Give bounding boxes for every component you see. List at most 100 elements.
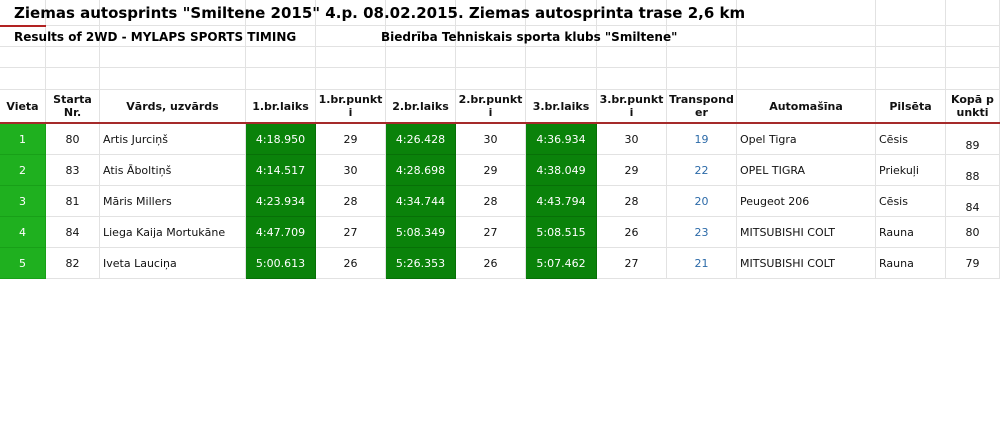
- table-cell: 4:23.934: [246, 186, 316, 217]
- table-cell: 21: [667, 248, 737, 279]
- empty-cell: [246, 47, 316, 68]
- table-cell: 4:34.744: [386, 186, 456, 217]
- empty-cell: [526, 0, 597, 26]
- empty-cell: [737, 68, 876, 90]
- empty-cell: [667, 68, 737, 90]
- table-cell: 4: [0, 217, 46, 248]
- empty-cell: [667, 47, 737, 68]
- empty-cell: [246, 0, 316, 26]
- table-cell: 27: [597, 248, 667, 279]
- empty-cell: [0, 47, 46, 68]
- subtitle-left: Results of 2WD - MYLAPS SPORTS TIMING: [14, 30, 297, 44]
- empty-cell: [876, 0, 946, 26]
- empty-cell: [246, 68, 316, 90]
- empty-cell: [316, 0, 386, 26]
- table-cell: MITSUBISHI COLT: [737, 248, 876, 279]
- table-cell: Atis Āboltiņš: [100, 155, 246, 186]
- table-cell: Priekuļi: [876, 155, 946, 186]
- empty-cell: [456, 0, 526, 26]
- empty-cell: [316, 26, 386, 47]
- column-header: 3.br.laiks: [526, 90, 597, 123]
- table-cell: 5:08.349: [386, 217, 456, 248]
- title: Ziemas autosprints "Smiltene 2015" 4.p. …: [14, 4, 746, 22]
- empty-cell: [0, 68, 46, 90]
- empty-cell: [946, 26, 1000, 47]
- table-cell: 5:00.613: [246, 248, 316, 279]
- table-cell: Artis Jurciņš: [100, 124, 246, 155]
- table-cell: Peugeot 206: [737, 186, 876, 217]
- table-cell: 4:18.950: [246, 124, 316, 155]
- table-cell: Rauna: [876, 248, 946, 279]
- empty-cell: [386, 47, 456, 68]
- empty-cell: [0, 26, 46, 47]
- table-cell: 80: [46, 124, 100, 155]
- empty-cell: [876, 68, 946, 90]
- empty-cell: [526, 68, 597, 90]
- table-cell: 23: [667, 217, 737, 248]
- table-cell: 26: [597, 217, 667, 248]
- table-cell: Cēsis: [876, 124, 946, 155]
- table-cell: 80: [946, 217, 1000, 248]
- column-header: 2.br.laiks: [386, 90, 456, 123]
- table-cell: 26: [456, 248, 526, 279]
- table-cell: MITSUBISHI COLT: [737, 217, 876, 248]
- table-cell: 2: [0, 155, 46, 186]
- table-cell: 4:47.709: [246, 217, 316, 248]
- table-cell: Opel Tigra: [737, 124, 876, 155]
- column-header: 3.br.punkti: [597, 90, 667, 123]
- table-cell: 1: [0, 124, 46, 155]
- table-cell: 20: [667, 186, 737, 217]
- column-header: Automašīna: [737, 90, 876, 123]
- table-cell: 4:26.428: [386, 124, 456, 155]
- table-cell: 4:43.794: [526, 186, 597, 217]
- table-cell: 82: [46, 248, 100, 279]
- empty-cell: [667, 26, 737, 47]
- empty-cell: [246, 26, 316, 47]
- empty-cell: [100, 47, 246, 68]
- table-cell: 4:14.517: [246, 155, 316, 186]
- empty-cell: [737, 0, 876, 26]
- table-cell: 4:28.698: [386, 155, 456, 186]
- empty-cell: [456, 26, 526, 47]
- column-header: 1.br.punkti: [316, 90, 386, 123]
- table-cell: 28: [597, 186, 667, 217]
- column-header: Starta Nr.: [46, 90, 100, 123]
- table-cell: OPEL TIGRA: [737, 155, 876, 186]
- table-cell: 29: [316, 124, 386, 155]
- table-cell: 29: [597, 155, 667, 186]
- empty-cell: [597, 26, 667, 47]
- empty-cell: [946, 47, 1000, 68]
- empty-cell: [737, 26, 876, 47]
- empty-cell: [46, 26, 100, 47]
- title-underline: [0, 25, 46, 27]
- table-cell: 5:07.462: [526, 248, 597, 279]
- empty-cell: [46, 47, 100, 68]
- table-cell: Māris Millers: [100, 186, 246, 217]
- table-cell: 81: [46, 186, 100, 217]
- table-cell: 29: [456, 155, 526, 186]
- table-cell: 84: [46, 217, 100, 248]
- table-cell: 84: [946, 186, 1000, 217]
- table-cell: 30: [597, 124, 667, 155]
- table-cell: 28: [456, 186, 526, 217]
- table-cell: 27: [316, 217, 386, 248]
- empty-cell: [46, 68, 100, 90]
- empty-cell: [386, 0, 456, 26]
- empty-cell: [46, 0, 100, 26]
- column-header: Kopā punkti: [946, 90, 1000, 123]
- table-cell: 4:36.934: [526, 124, 597, 155]
- table-cell: 22: [667, 155, 737, 186]
- empty-cell: [386, 26, 456, 47]
- table-cell: Liega Kaija Mortukāne: [100, 217, 246, 248]
- table-cell: 27: [456, 217, 526, 248]
- table-cell: 5: [0, 248, 46, 279]
- table-cell: 79: [946, 248, 1000, 279]
- column-header: 2.br.punkti: [456, 90, 526, 123]
- empty-cell: [100, 68, 246, 90]
- empty-cell: [946, 68, 1000, 90]
- table-cell: 83: [46, 155, 100, 186]
- table-cell: 5:26.353: [386, 248, 456, 279]
- table-cell: Iveta Lauciņa: [100, 248, 246, 279]
- empty-cell: [386, 68, 456, 90]
